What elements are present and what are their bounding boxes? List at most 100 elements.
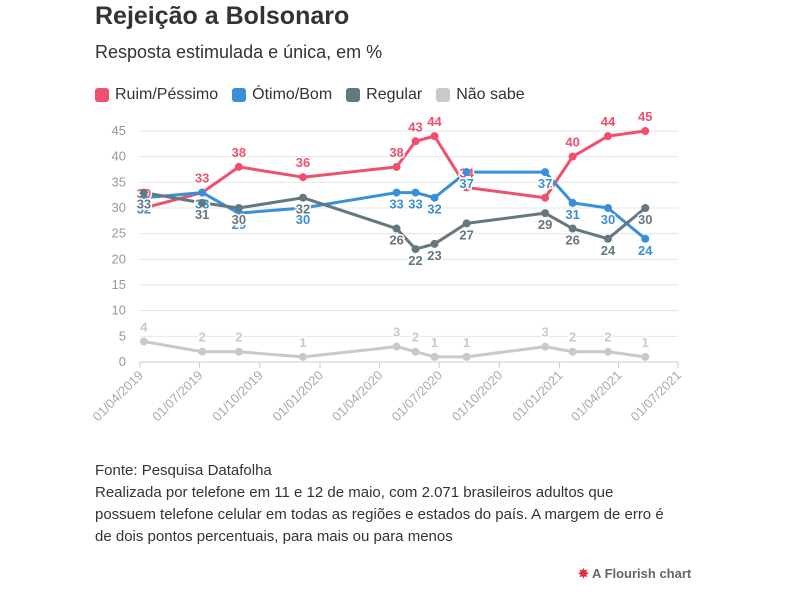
footer: Fonte: Pesquisa Datafolha Realizada por … [95,460,675,548]
data-label: 27 [459,227,473,242]
data-label: 29 [538,217,552,232]
data-label: 3 [393,325,400,340]
legend-item: Regular [346,86,422,104]
data-label: 37 [538,176,552,191]
point [603,204,612,212]
point [139,337,148,346]
data-label: 32 [137,202,151,217]
data-label: 36 [296,155,310,170]
data-label: 1 [463,335,470,350]
note: Realizada por telefone em 11 e 12 de mai… [95,484,664,545]
y-tick-label: 10 [112,303,126,318]
point [198,188,207,197]
point [234,162,243,171]
y-tick-label: 40 [112,149,126,164]
x-tick-label: 01/07/2021 [627,368,684,425]
x-tick-label: 01/10/2020 [449,368,506,425]
point [298,193,307,202]
data-label: 26 [565,233,579,248]
data-label: 1 [431,335,438,350]
legend-swatch [232,88,247,102]
data-label: 33 [195,171,209,186]
point [411,188,420,197]
data-label: 30 [296,212,310,227]
legend-label: Ótimo/Bom [252,86,333,103]
point [430,352,439,361]
point [139,188,148,197]
legend-swatch [346,88,361,102]
point [411,137,420,146]
y-tick-label: 45 [112,123,126,138]
data-label: 30 [638,212,652,227]
data-label: 24 [638,243,653,258]
data-label: 4 [140,319,148,334]
point [139,204,148,212]
data-label: 44 [427,114,442,129]
y-tick-label: 0 [119,354,126,369]
legend-swatch [95,88,109,102]
data-label: 40 [565,135,579,150]
point [298,204,307,212]
data-label: 2 [604,330,611,345]
data-label: 38 [232,145,246,160]
data-label: 31 [195,207,209,222]
point [568,198,577,207]
data-label: 2 [412,330,419,345]
point [541,193,550,202]
data-label: 22 [408,253,422,268]
y-tick-label: 30 [112,200,126,215]
data-label: 31 [565,207,579,222]
data-label: 33 [408,197,422,212]
point [430,132,439,141]
point [568,224,577,233]
legend: Ruim/Péssimo Ótimo/Bom Regular Não sabe [95,86,525,104]
data-label: 30 [232,212,246,227]
series-line [143,129,646,210]
point [411,347,420,356]
point [430,193,439,202]
x-tick-label: 01/07/2019 [149,368,206,425]
point [603,347,612,356]
series-line [143,191,647,251]
data-label: 32 [427,202,441,217]
legend-label: Não sabe [456,86,525,103]
x-tick-label: 01/10/2019 [209,368,266,425]
source: Fonte: Pesquisa Datafolha [95,462,272,479]
data-label: 24 [601,243,616,258]
point [603,234,612,243]
point [462,183,471,192]
point [641,204,650,212]
data-label: 26 [389,233,403,248]
point [568,152,577,161]
legend-item: Ruim/Péssimo [95,86,218,104]
data-label: 33 [137,197,151,212]
point [541,209,550,218]
point [462,168,471,177]
point [392,188,401,197]
y-tick-label: 15 [112,277,126,292]
point [392,342,401,351]
point [411,245,420,254]
data-label: 43 [408,119,422,134]
data-label: 45 [638,109,652,124]
x-tick-label: 01/04/2019 [89,368,146,425]
legend-swatch [436,88,451,102]
point [641,234,650,243]
legend-item: Não sabe [436,86,525,104]
y-tick-label: 5 [119,328,126,343]
point [234,347,243,356]
data-label: 1 [299,335,306,350]
series-line [143,170,647,240]
point [541,168,550,177]
x-tick-label: 01/04/2021 [568,368,625,425]
data-label: 32 [296,202,310,217]
data-label: 30 [601,212,615,227]
point [462,352,471,361]
point [641,127,650,135]
legend-item: Ótimo/Bom [232,86,332,104]
chart-title: Rejeição a Bolsonaro [95,2,350,30]
y-tick-label: 20 [112,251,126,266]
data-label: 23 [427,248,441,263]
point [430,239,439,248]
